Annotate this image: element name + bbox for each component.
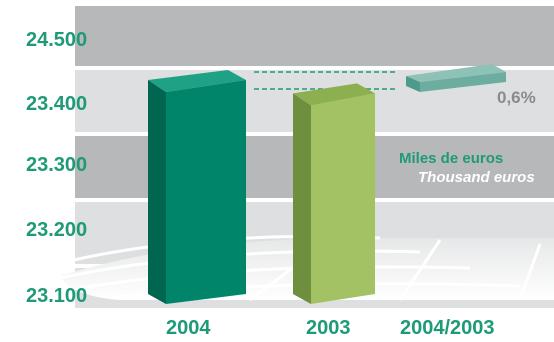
- bar-top-2004: [148, 70, 246, 92]
- change-block-side: [420, 72, 506, 92]
- change-block-front: [406, 76, 420, 92]
- bars: [148, 70, 375, 304]
- bar-top-2003: [293, 83, 375, 106]
- x-axis: 2004 2003 2004/2003: [166, 317, 495, 339]
- floor-line: [398, 239, 442, 301]
- y-tick-label: 24.500: [26, 29, 87, 51]
- band-top: [75, 6, 554, 66]
- floor-line: [518, 243, 542, 301]
- x-tick-label: 2004: [166, 317, 211, 339]
- x-tick-label: 2003: [306, 317, 351, 339]
- y-tick-label: 23.200: [26, 219, 87, 241]
- unit-label-es: Miles de euros: [399, 150, 503, 167]
- bar-side-2003: [293, 93, 311, 304]
- x-tick-label: 2004/2003: [400, 317, 495, 339]
- y-tick-label: 23.100: [26, 285, 87, 307]
- y-tick-label: 23.400: [26, 93, 87, 115]
- change-indicator: 0,6%: [406, 64, 536, 107]
- y-tick-label: 23.300: [26, 154, 87, 176]
- unit-label-en: Thousand euros: [418, 169, 535, 186]
- change-percent-label: 0,6%: [497, 88, 536, 107]
- change-block-top: [406, 64, 506, 82]
- bar-2004: [166, 80, 246, 304]
- bar-2003: [311, 93, 375, 304]
- bar-side-2004: [148, 80, 166, 304]
- y-axis: 24.500 23.400 23.300 23.200 23.100: [26, 29, 87, 307]
- floor-line: [79, 265, 471, 290]
